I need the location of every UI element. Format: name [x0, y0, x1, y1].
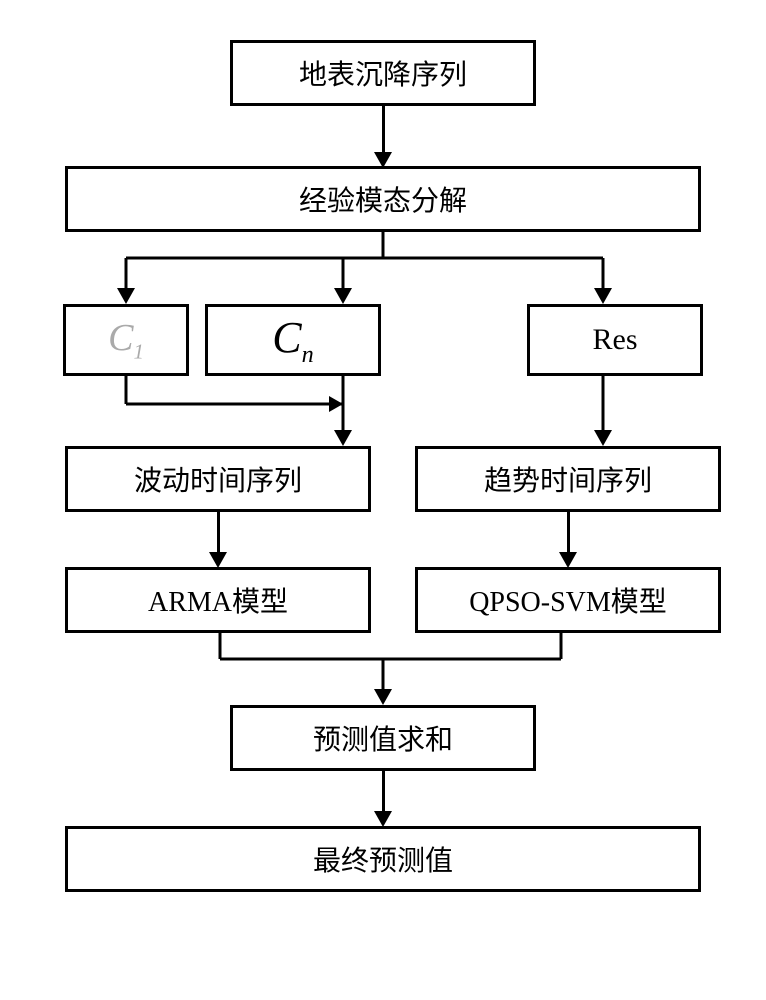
- box-input: 地表沉降序列: [230, 40, 536, 106]
- cn-base: C: [272, 313, 301, 362]
- box-fluct: 波动时间序列: [65, 446, 371, 512]
- fluct-label: 波动时间序列: [134, 459, 302, 499]
- row-components: C1 Cn Res: [63, 304, 703, 376]
- trend-label: 趋势时间序列: [484, 459, 652, 499]
- branch-components: [63, 376, 703, 446]
- box-final: 最终预测值: [65, 826, 701, 892]
- col-left: 波动时间序列 ARMA模型: [68, 446, 368, 633]
- sum-label: 预测值求和: [313, 718, 453, 758]
- box-input-label: 地表沉降序列: [299, 53, 467, 93]
- qpso-label: QPSO-SVM模型: [469, 580, 667, 620]
- arma-label: ARMA模型: [148, 580, 288, 620]
- box-qpso: QPSO-SVM模型: [415, 567, 721, 633]
- cn-sub: n: [302, 340, 314, 367]
- box-emd-label: 经验模态分解: [299, 179, 467, 219]
- flowchart: 地表沉降序列 经验模态分解: [63, 40, 703, 892]
- box-cn: Cn: [205, 304, 381, 376]
- box-c1: C1: [63, 304, 189, 376]
- box-sum: 预测值求和: [230, 705, 536, 771]
- merge-models: [63, 633, 703, 705]
- c1-base: C: [108, 317, 133, 359]
- c1-sub: 1: [133, 339, 143, 363]
- col-right: 趋势时间序列 QPSO-SVM模型: [418, 446, 718, 633]
- box-res: Res: [527, 304, 703, 376]
- final-label: 最终预测值: [313, 839, 453, 879]
- res-label: Res: [593, 323, 638, 357]
- box-arma: ARMA模型: [65, 567, 371, 633]
- box-emd: 经验模态分解: [65, 166, 701, 232]
- box-trend: 趋势时间序列: [415, 446, 721, 512]
- branch-emd: [63, 232, 703, 304]
- columns: 波动时间序列 ARMA模型 趋势时间序列 QPSO-SVM模型: [63, 446, 703, 633]
